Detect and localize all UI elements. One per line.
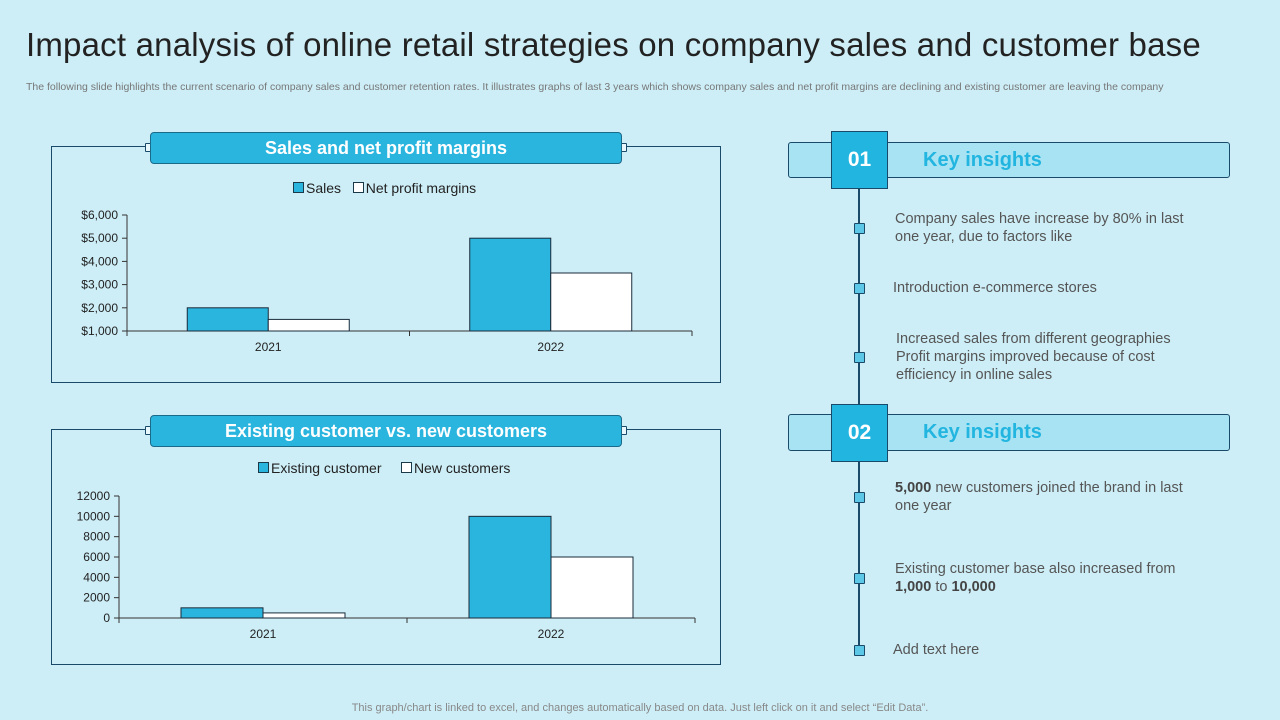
y-tick-label: 8000 <box>83 530 110 544</box>
bar <box>186 307 269 332</box>
insight-item: Introduction e-commerce stores <box>893 280 1097 296</box>
customers-chart-header: Existing customer vs. new customers <box>150 415 622 447</box>
legend-label: New customers <box>413 460 511 476</box>
insight-number-1: 01 <box>831 131 888 189</box>
y-tick-label: 4000 <box>83 570 110 584</box>
legend-swatch-net-profit <box>352 182 364 193</box>
insight-item: Increased sales from different geographi… <box>896 331 1171 383</box>
bullet-marker <box>854 283 865 294</box>
bullet-marker <box>854 223 865 234</box>
bar <box>550 272 633 332</box>
y-tick-label: $1,000 <box>81 324 118 338</box>
y-tick-label: $3,000 <box>81 278 118 292</box>
insight-item: Company sales have increase by 80% in la… <box>895 211 1184 245</box>
x-tick-label: 2021 <box>255 340 282 354</box>
legend-label: Net profit margins <box>365 180 477 196</box>
y-tick-label: $5,000 <box>81 231 118 245</box>
y-tick-label: $6,000 <box>81 208 118 222</box>
bullet-marker <box>854 573 865 584</box>
x-tick-label: 2021 <box>250 627 277 641</box>
y-tick-label: 6000 <box>83 550 110 564</box>
insight-title-1: Key insights <box>923 149 1042 171</box>
bullet-marker <box>854 352 865 363</box>
legend-swatch-sales <box>293 182 304 193</box>
y-tick-label: 10000 <box>77 509 111 523</box>
y-tick-label: 12000 <box>77 489 111 503</box>
y-tick-label: $4,000 <box>81 254 118 268</box>
page-subtitle: The following slide highlights the curre… <box>26 81 1164 93</box>
bar <box>262 612 346 619</box>
legend-label: Existing customer <box>271 460 382 476</box>
bullet-marker <box>854 645 865 656</box>
insight-number-2: 02 <box>831 404 888 462</box>
insight-bold-value: 1,000 <box>895 579 932 595</box>
bar <box>468 515 552 619</box>
insight-item: 5,000 new customers joined the brand in … <box>895 479 1205 515</box>
insight-title-2: Key insights <box>923 421 1042 443</box>
insight-bold-value: 5,000 <box>895 480 932 496</box>
legend-label: Sales <box>306 180 342 196</box>
bar <box>550 556 634 619</box>
y-tick-label: $2,000 <box>81 301 118 315</box>
bar <box>469 237 552 332</box>
insight-bold-value: 10,000 <box>951 579 996 595</box>
insight-item-text: new customers joined the brand in last o… <box>895 480 1183 514</box>
y-tick-label: 0 <box>103 611 110 625</box>
sales-chart[interactable]: $1,000 $2,000 $3,000 $4,000 $5,000 $6,000 2021… <box>51 200 719 370</box>
x-tick-label: 2022 <box>538 627 565 641</box>
x-tick-label: 2022 <box>537 340 564 354</box>
footer-note: This graph/chart is linked to excel, and… <box>351 702 929 714</box>
legend-swatch-new <box>400 462 412 473</box>
sales-chart-header: Sales and net profit margins <box>150 132 622 164</box>
bar <box>180 607 264 619</box>
insight-item-text: to <box>931 579 952 595</box>
insight-item: Existing customer base also increased fr… <box>895 560 1205 596</box>
bar <box>267 318 350 332</box>
customers-chart-legend: Existing customer New customers <box>258 460 510 476</box>
insight-item-text: Existing customer base also increased fr… <box>895 561 1176 577</box>
legend-swatch-existing <box>258 462 269 473</box>
insight-item: Add text here <box>893 642 980 658</box>
page-title: Impact analysis of online retail strateg… <box>26 26 1201 63</box>
customers-chart[interactable]: 0 2000 4000 6000 8000 10000 12000 2021 2022 <box>51 482 719 652</box>
sales-chart-legend: Sales Net profit margins <box>293 180 476 196</box>
y-tick-label: 2000 <box>83 591 110 605</box>
bullet-marker <box>854 492 865 503</box>
